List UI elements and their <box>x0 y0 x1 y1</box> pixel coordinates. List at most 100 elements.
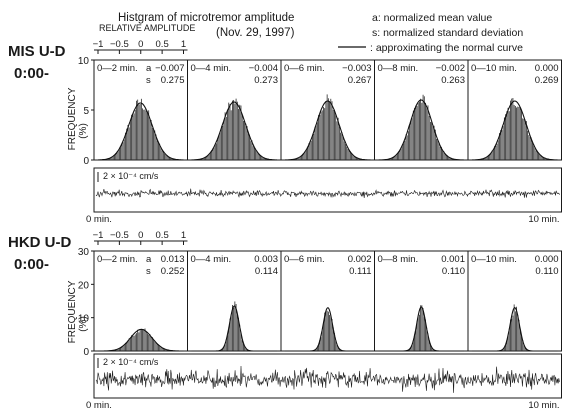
x-tick-label: 1 <box>181 230 186 241</box>
std-value: 0.269 <box>535 75 559 86</box>
waveform-panel: 2 × 10⁻⁴ cm/s <box>93 353 562 399</box>
panels: MIS U-D 0:00- −1 −0.5 0 0.5 1 RELATIVE AMPLITUD… <box>8 23 562 411</box>
subplot-time-range: 0—8 min. <box>378 63 419 74</box>
x-tick-label: 0 <box>138 39 143 50</box>
std-value: 0.114 <box>255 266 278 277</box>
normal-curve <box>378 306 464 352</box>
waveform-trace <box>95 365 560 393</box>
normal-curve <box>191 101 277 161</box>
std-value: 0.110 <box>442 266 465 277</box>
mean-value: −0.002 <box>436 63 465 74</box>
x-tick-label: 1 <box>181 39 186 50</box>
std-value: 0.275 <box>161 75 185 86</box>
mean-value: −0.003 <box>342 63 371 74</box>
y-tick-label: 10 <box>78 56 90 67</box>
y-tick-label: 0 <box>83 347 89 358</box>
std-value: 0.252 <box>161 266 185 277</box>
relative-amplitude-label: RELATIVE AMPLITUDE <box>99 23 195 33</box>
time-label: 0:00- <box>14 256 49 273</box>
s-prefix: s <box>146 266 151 277</box>
normal-curve <box>472 100 558 161</box>
subplot-time-range: 0—8 min. <box>378 254 419 265</box>
panel-1: MIS U-D 0:00- −1 −0.5 0 0.5 1 RELATIVE AMPLITUD… <box>8 23 562 225</box>
time-label: 0:00- <box>14 65 49 82</box>
station-label: MIS U-D <box>8 43 66 60</box>
x-tick-label: −0.5 <box>110 39 129 50</box>
subplot-time-range: 0—6 min. <box>284 254 325 265</box>
y-tick-label: 10 <box>78 314 90 325</box>
normal-curve <box>98 102 184 161</box>
figure-title: Histgram of microtremor amplitude <box>118 12 294 24</box>
x-tick-label: 0 <box>138 230 143 241</box>
std-value: 0.263 <box>441 75 465 86</box>
subplot-time-range: 0—10 min. <box>471 63 517 74</box>
subplot-time-range: 0—10 min. <box>471 254 517 265</box>
legend-s: s: normalized standard deviation <box>372 27 523 39</box>
mean-value: 0.002 <box>348 254 372 265</box>
normal-curve <box>191 305 277 352</box>
s-prefix: s <box>146 75 151 86</box>
normal-curve <box>285 307 371 352</box>
trace-start-label: 0 min. <box>86 214 112 225</box>
y-tick-label: 20 <box>78 280 90 291</box>
normal-curve <box>285 100 371 161</box>
subplot-time-range: 0—4 min. <box>191 254 232 265</box>
waveform-trace <box>95 188 560 199</box>
a-prefix: a <box>146 254 152 265</box>
subplot-time-range: 0—6 min. <box>284 63 325 74</box>
y-axis-label: FREQUENCY <box>67 280 78 343</box>
waveform-panel: 2 × 10⁻⁴ cm/s <box>93 167 562 213</box>
trace-end-label: 10 min. <box>528 400 559 411</box>
x-tick-label: −1 <box>93 39 104 50</box>
mean-value: 0.003 <box>254 254 278 265</box>
subplot-frame <box>467 59 562 161</box>
x-tick-label: −0.5 <box>110 230 129 241</box>
scale-label: 2 × 10⁻⁴ cm/s <box>103 171 159 181</box>
figure-date: (Nov. 29, 1997) <box>216 27 295 39</box>
trace-start-label: 0 min. <box>86 400 112 411</box>
y-axis-unit: (%) <box>78 316 89 332</box>
x-tick-label: −1 <box>93 230 104 241</box>
waveform-frame <box>93 353 562 399</box>
subplot-time-range: 0—4 min. <box>191 63 232 74</box>
scale-label: 2 × 10⁻⁴ cm/s <box>103 357 159 367</box>
normal-curve <box>472 307 558 352</box>
mean-value: −0.007 <box>155 63 184 74</box>
std-value: 0.110 <box>535 266 558 277</box>
y-axis-unit: (%) <box>78 123 89 139</box>
y-axis-label: FREQUENCY <box>67 87 78 150</box>
legend-a: a: normalized mean value <box>372 12 492 24</box>
std-value: 0.111 <box>349 266 371 277</box>
mean-value: 0.013 <box>161 254 185 265</box>
std-value: 0.267 <box>348 75 372 86</box>
subplot-time-range: 0—2 min. <box>97 254 138 265</box>
trace-end-label: 10 min. <box>528 214 559 225</box>
mean-value: 0.000 <box>535 254 559 265</box>
mean-value: 0.001 <box>441 254 465 265</box>
normal-curve <box>378 99 465 161</box>
x-tick-label: 0.5 <box>156 39 169 50</box>
subplot-frame <box>467 250 562 352</box>
mean-value: −0.004 <box>249 63 278 74</box>
mean-value: 0.000 <box>535 63 559 74</box>
legend-curve: : approximating the normal curve <box>370 42 523 54</box>
subplot-time-range: 0—2 min. <box>97 63 138 74</box>
panel-2: HKD U-D 0:00- −1 −0.5 0 0.5 1 FREQUENCY (%) 0 10 20… <box>8 230 562 411</box>
y-tick-label: 30 <box>78 247 90 258</box>
y-tick-label: 0 <box>83 156 89 167</box>
normal-curve <box>98 328 184 352</box>
station-label: HKD U-D <box>8 234 71 251</box>
waveform-frame <box>93 167 562 213</box>
x-tick-label: 0.5 <box>156 230 169 241</box>
